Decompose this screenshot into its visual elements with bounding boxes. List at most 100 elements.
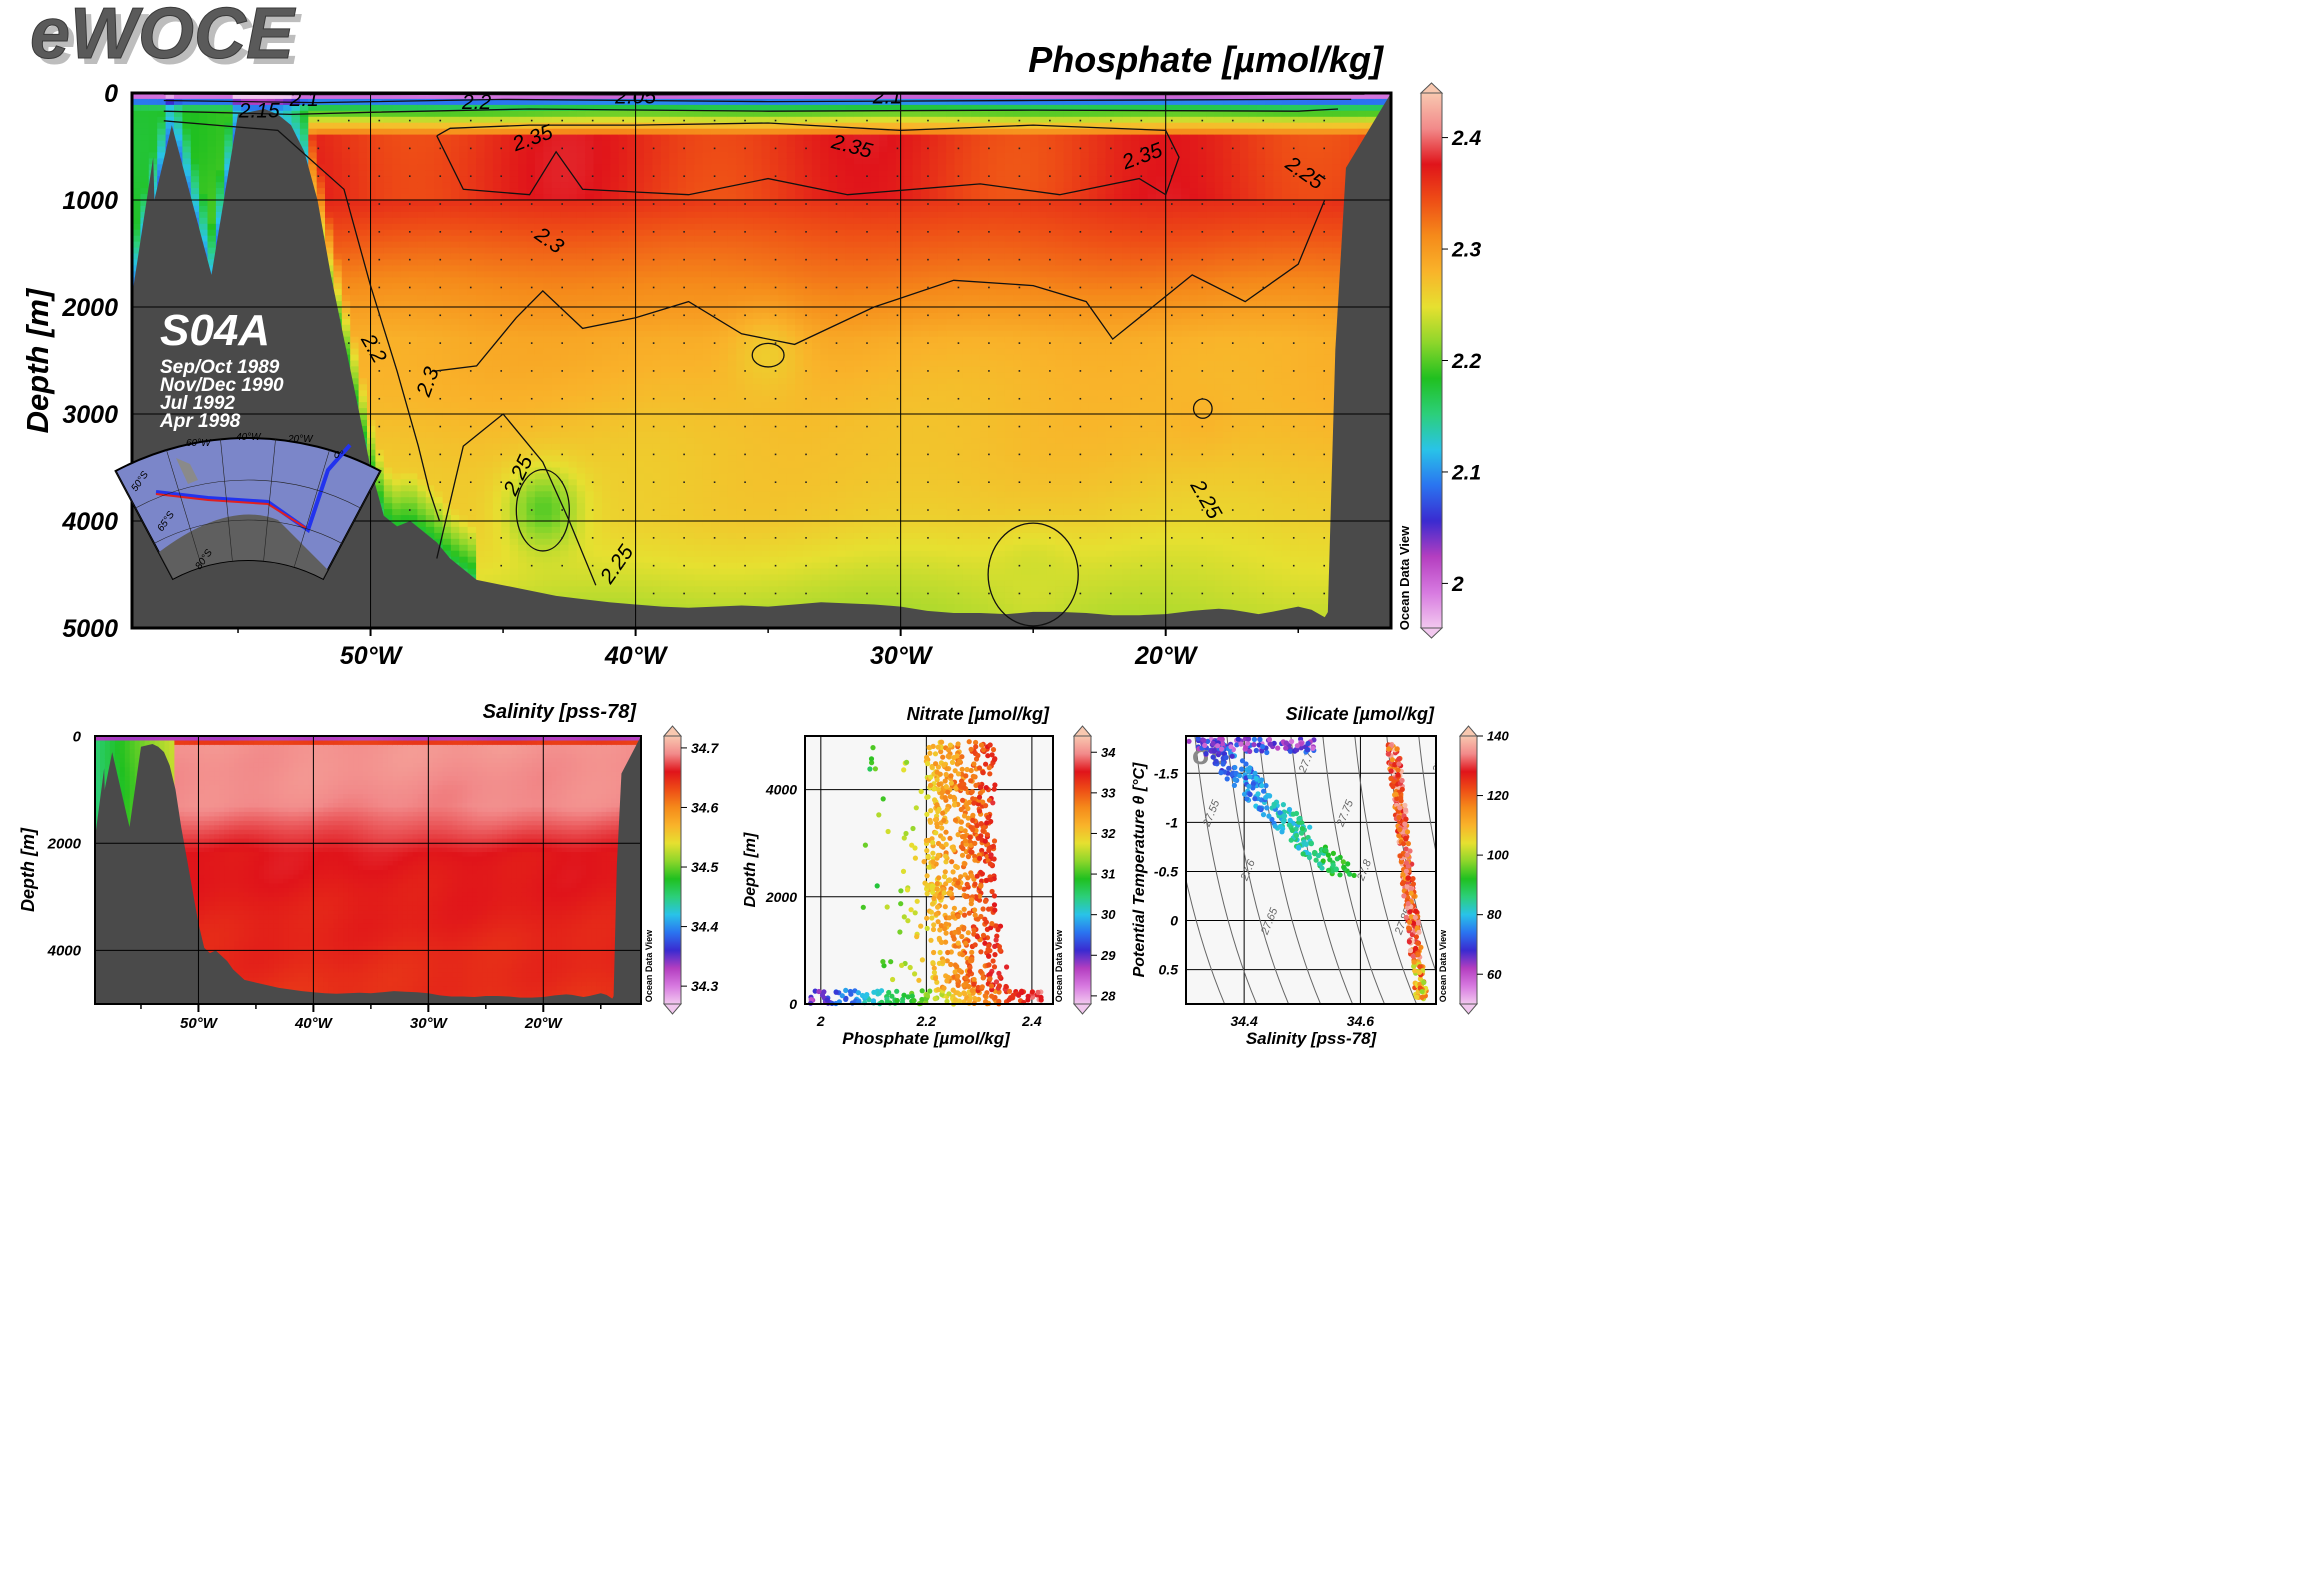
field-cell bbox=[358, 289, 368, 296]
field-cell bbox=[534, 503, 544, 510]
field-cell bbox=[383, 360, 393, 367]
field-cell bbox=[501, 526, 511, 534]
field-cell bbox=[316, 176, 326, 183]
field-cell bbox=[316, 116, 326, 124]
field-cell bbox=[417, 93, 427, 100]
field-cell bbox=[450, 526, 460, 534]
field-cell bbox=[568, 176, 578, 183]
field-cell bbox=[509, 497, 519, 504]
field-cell bbox=[358, 128, 368, 136]
field-cell bbox=[476, 176, 486, 183]
field-cell bbox=[434, 265, 444, 272]
field-cell bbox=[400, 158, 410, 165]
field-cell bbox=[375, 384, 385, 391]
field-cell bbox=[392, 467, 402, 474]
field-cell bbox=[375, 122, 385, 130]
field-cell bbox=[383, 253, 393, 260]
field-cell bbox=[459, 223, 469, 231]
field-cell bbox=[518, 104, 528, 112]
field-cell bbox=[333, 283, 343, 290]
field-cell bbox=[476, 491, 486, 498]
field-cell bbox=[409, 271, 418, 278]
field-cell bbox=[585, 104, 595, 112]
field-cell bbox=[392, 307, 402, 314]
field-cell bbox=[459, 253, 469, 260]
field-cell bbox=[140, 164, 150, 171]
field-cell bbox=[585, 408, 595, 415]
field-cell bbox=[358, 372, 368, 379]
field-cell bbox=[492, 289, 502, 296]
field-cell bbox=[417, 312, 427, 320]
field-cell bbox=[434, 467, 444, 474]
field-cell bbox=[409, 414, 418, 421]
field-cell bbox=[450, 443, 460, 451]
field-cell bbox=[476, 521, 486, 528]
field-cell bbox=[526, 301, 536, 308]
field-cell bbox=[207, 241, 217, 249]
field-cell bbox=[501, 104, 511, 112]
field-cell bbox=[358, 378, 368, 385]
field-cell bbox=[534, 330, 544, 338]
field-cell bbox=[425, 396, 435, 403]
field-cell bbox=[518, 414, 528, 421]
field-cell bbox=[492, 253, 502, 260]
field-cell bbox=[501, 200, 511, 207]
field-cell bbox=[576, 491, 586, 498]
field-cell bbox=[383, 93, 393, 100]
field-cell bbox=[375, 217, 385, 225]
field-cell bbox=[132, 241, 141, 249]
field-cell bbox=[585, 134, 595, 142]
field-cell bbox=[434, 140, 444, 148]
field-cell bbox=[551, 419, 561, 427]
field-cell bbox=[534, 491, 544, 498]
field-cell bbox=[534, 526, 544, 534]
field-cell bbox=[140, 200, 150, 207]
field-cell bbox=[585, 265, 595, 272]
field-cell bbox=[551, 574, 561, 581]
field-cell bbox=[358, 324, 368, 332]
field-cell bbox=[476, 336, 486, 344]
field-cell bbox=[341, 247, 351, 255]
field-cell bbox=[367, 122, 376, 130]
field-cell bbox=[392, 98, 402, 106]
field-cell bbox=[417, 354, 427, 362]
field-cell bbox=[476, 425, 486, 433]
field-cell bbox=[560, 176, 570, 183]
field-cell bbox=[316, 194, 326, 201]
field-cell bbox=[450, 289, 460, 296]
field-cell bbox=[576, 437, 586, 445]
field-cell bbox=[484, 110, 494, 118]
field-cell bbox=[484, 402, 494, 409]
field-cell bbox=[442, 515, 452, 522]
field-cell bbox=[417, 158, 427, 165]
field-cell bbox=[484, 205, 494, 213]
field-cell bbox=[585, 116, 595, 124]
field-cell bbox=[442, 307, 452, 314]
field-cell bbox=[367, 110, 376, 118]
field-cell bbox=[467, 396, 477, 403]
field-cell bbox=[350, 312, 360, 320]
field-cell bbox=[585, 259, 595, 266]
field-cell bbox=[400, 408, 410, 415]
field-cell bbox=[568, 372, 578, 379]
field-cell bbox=[484, 366, 494, 373]
field-cell bbox=[409, 342, 418, 350]
field-cell bbox=[534, 479, 544, 486]
field-cell bbox=[501, 390, 511, 397]
field-cell bbox=[476, 93, 486, 100]
field-cell bbox=[560, 449, 570, 457]
field-cell bbox=[182, 134, 192, 142]
field-cell bbox=[367, 116, 376, 124]
field-cell bbox=[543, 93, 553, 100]
field-cell bbox=[576, 194, 586, 201]
field-cell bbox=[509, 360, 519, 367]
field-cell bbox=[476, 229, 486, 237]
field-cell bbox=[551, 140, 561, 148]
field-cell bbox=[375, 265, 385, 272]
field-cell bbox=[190, 170, 200, 177]
field-cell bbox=[409, 384, 418, 391]
field-cell bbox=[501, 342, 511, 350]
field-cell bbox=[534, 170, 544, 177]
field-cell bbox=[492, 176, 502, 183]
field-cell bbox=[367, 164, 376, 171]
